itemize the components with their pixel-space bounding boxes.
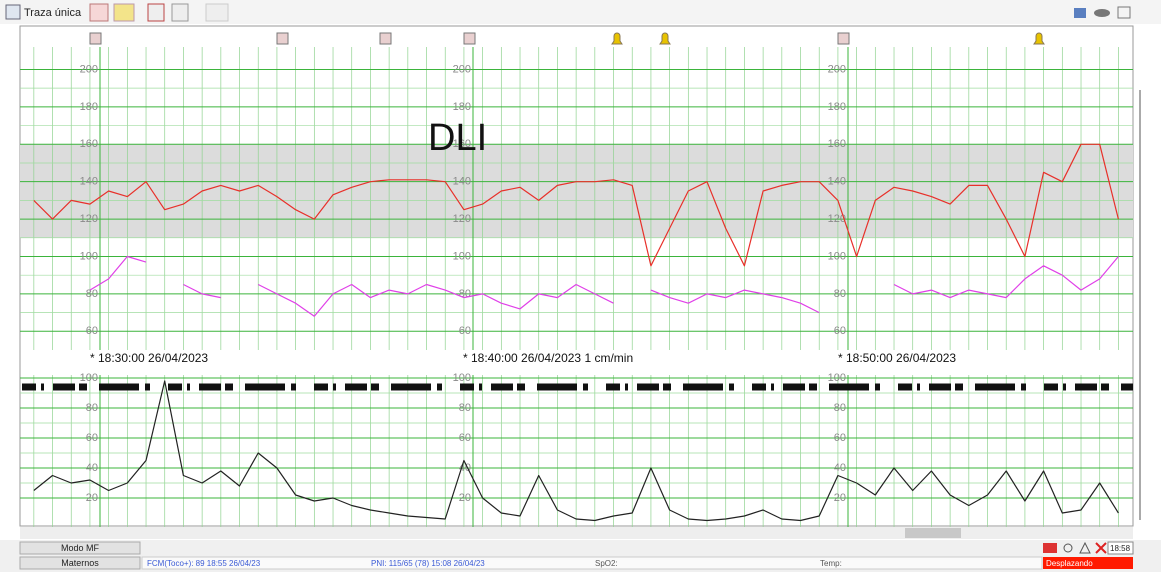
event-icon[interactable] (89, 32, 102, 45)
reference-band (20, 144, 1133, 238)
timestamp: * 18:30:00 26/04/2023 (90, 351, 208, 365)
scroll-state: Desplazando (1046, 559, 1093, 568)
timestamp: * 18:40:00 26/04/2023 1 cm/min (463, 351, 633, 365)
status-icon[interactable] (1063, 543, 1073, 553)
y-tick-label: 180 (80, 101, 98, 113)
status-icon[interactable] (1079, 541, 1091, 554)
y-tick-label: 100 (80, 372, 98, 384)
y-tick-label: 120 (80, 213, 98, 225)
timestamp: * 18:50:00 26/04/2023 (838, 351, 956, 365)
toolbar-title: Traza única (24, 7, 82, 19)
trace-line (33, 143, 1119, 267)
y-tick-label: 160 (80, 138, 98, 150)
y-tick-label: 180 (453, 101, 471, 113)
y-tick-label: 120 (453, 213, 471, 225)
scrollbar[interactable] (20, 527, 1133, 539)
y-tick-label: 160 (453, 138, 471, 150)
status-icon[interactable] (1095, 542, 1107, 554)
tool-button[interactable] (205, 3, 229, 22)
scroll-thumb[interactable] (905, 528, 961, 538)
tool-button[interactable] (113, 3, 135, 22)
y-tick-label: 100 (828, 372, 846, 384)
y-tick-label: 20 (834, 492, 846, 504)
event-icon[interactable] (276, 32, 289, 45)
trace-line (33, 380, 1119, 522)
y-tick-label: 40 (834, 462, 846, 474)
y-tick-label: 100 (828, 250, 846, 262)
tool-button[interactable] (1074, 8, 1086, 18)
trace-line (89, 255, 1119, 317)
y-tick-label: 60 (86, 325, 98, 337)
y-tick-label: 180 (828, 101, 846, 113)
y-tick-label: 100 (80, 250, 98, 262)
y-tick-label: 200 (453, 63, 471, 75)
y-tick-label: 120 (828, 213, 846, 225)
spo2-field: SpO2: (595, 559, 618, 568)
maternal-label: Maternos (61, 558, 99, 568)
clock-box (1107, 541, 1134, 555)
mode-button[interactable] (19, 541, 141, 555)
status-icon[interactable] (1043, 543, 1057, 553)
tool-button[interactable] (147, 3, 165, 22)
y-tick-label: 160 (828, 138, 846, 150)
alarm-icon[interactable] (1033, 32, 1045, 45)
y-tick-label: 20 (86, 492, 98, 504)
temp-field: Temp: (820, 559, 842, 568)
y-tick-label: 140 (828, 176, 846, 188)
alarm-icon[interactable] (659, 32, 671, 45)
y-tick-label: 200 (828, 63, 846, 75)
y-tick-label: 60 (834, 325, 846, 337)
y-tick-label: 200 (80, 63, 98, 75)
y-tick-label: 80 (834, 402, 846, 414)
y-tick-label: 60 (86, 432, 98, 444)
status-fields (141, 556, 1043, 570)
y-tick-label: 140 (80, 176, 98, 188)
clock: 18:58 (1110, 544, 1131, 553)
y-tick-label: 40 (86, 462, 98, 474)
maternal-button[interactable] (19, 556, 141, 570)
tool-button[interactable] (171, 3, 189, 22)
event-icons (89, 32, 1045, 45)
toolbar (0, 0, 1161, 24)
tool-button[interactable] (1094, 9, 1110, 17)
y-tick-label: 80 (86, 402, 98, 414)
trace-frame (19, 25, 1134, 527)
y-tick-label: 60 (459, 325, 471, 337)
scroll-state-box (1043, 557, 1133, 569)
tool-button[interactable] (89, 3, 109, 22)
y-tick-label: 20 (459, 492, 471, 504)
y-tick-label: 100 (453, 372, 471, 384)
y-tick-label: 60 (459, 432, 471, 444)
charts: 60 60 60 80 80 80 100 100 100 120 120 120 140 140 140 1… (20, 47, 1133, 528)
y-tick-label: 80 (459, 402, 471, 414)
y-tick-label: 40 (459, 462, 471, 474)
mode-label: Modo MF (61, 543, 100, 553)
y-tick-label: 80 (834, 288, 846, 300)
pni-field: PNI: 115/65 (78) 15:08 26/04/23 (371, 559, 485, 568)
alarm-icon[interactable] (611, 32, 623, 45)
annotation: DLI (428, 117, 487, 159)
y-tick-label: 60 (834, 432, 846, 444)
trace-icon[interactable] (5, 4, 21, 20)
event-icon[interactable] (379, 32, 392, 45)
event-icon[interactable] (463, 32, 476, 45)
fcm-field: FCM(Toco+): 89 18:55 26/04/23 (147, 559, 261, 568)
tool-button[interactable] (1117, 6, 1131, 19)
y-tick-label: 80 (86, 288, 98, 300)
event-icon[interactable] (837, 32, 850, 45)
y-tick-label: 140 (453, 176, 471, 188)
y-tick-label: 100 (453, 250, 471, 262)
